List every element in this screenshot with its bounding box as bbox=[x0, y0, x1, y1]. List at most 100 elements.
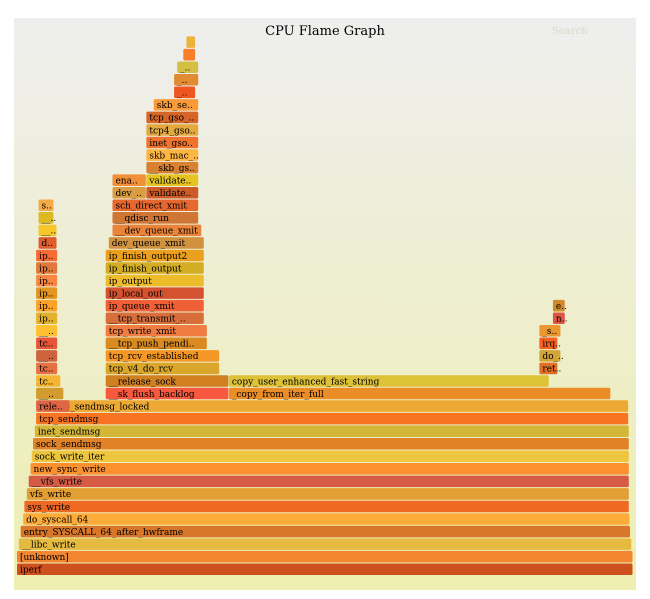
flame-frame[interactable]: ip_finish_output bbox=[105, 262, 204, 274]
flame-frame-bar[interactable] bbox=[36, 249, 58, 262]
flame-frame[interactable]: _s.. bbox=[539, 325, 561, 337]
flame-frame[interactable]: tc.. bbox=[36, 362, 58, 375]
flame-frame-bar[interactable] bbox=[539, 325, 561, 337]
flame-frame[interactable]: tc.. bbox=[36, 375, 61, 387]
flame-frame-bar[interactable] bbox=[146, 186, 199, 199]
flame-frame-bar[interactable] bbox=[174, 86, 196, 99]
flame-frame[interactable]: [unknown] bbox=[17, 550, 633, 563]
flame-frame-bar[interactable] bbox=[36, 312, 58, 324]
flame-frame[interactable]: inet_sendmsg bbox=[34, 425, 629, 437]
flame-frame-bar[interactable] bbox=[539, 350, 561, 362]
flame-frame[interactable]: do_.. bbox=[539, 350, 564, 362]
flame-frame-bar[interactable] bbox=[23, 513, 630, 525]
flame-frame-bar[interactable] bbox=[112, 224, 202, 237]
flame-frame[interactable]: sys_write bbox=[24, 500, 629, 513]
flame-frame[interactable]: e.. bbox=[552, 299, 567, 312]
flame-frame[interactable]: rele.. bbox=[36, 400, 70, 412]
flame-frame-bar[interactable] bbox=[105, 249, 204, 262]
flame-frame[interactable]: __release_sock bbox=[105, 375, 229, 387]
flame-frame-bar[interactable] bbox=[228, 375, 549, 387]
flame-frame[interactable]: new_sync_write bbox=[30, 463, 629, 475]
flame-frame-bar[interactable] bbox=[146, 149, 199, 161]
flame-frame[interactable]: __.. bbox=[36, 325, 58, 337]
flame-frame[interactable]: __.. bbox=[38, 224, 57, 237]
flame-frame[interactable]: ip.. bbox=[36, 262, 58, 274]
flame-frame[interactable]: ip.. bbox=[36, 299, 58, 312]
flame-frame[interactable]: ip.. bbox=[36, 312, 58, 325]
flame-frame-bar[interactable] bbox=[105, 375, 229, 387]
flame-frame-bar[interactable] bbox=[28, 475, 629, 488]
flame-frame[interactable]: __tcp_push_pendi.. bbox=[105, 337, 207, 350]
flame-frame[interactable]: _.. bbox=[177, 61, 199, 74]
flame-frame-bar[interactable] bbox=[146, 174, 199, 186]
flame-frame-bar[interactable] bbox=[146, 124, 199, 136]
flame-frame-bar[interactable] bbox=[539, 337, 558, 350]
flame-frame[interactable]: tcp_rcv_established bbox=[105, 350, 220, 362]
flame-frame-bar[interactable] bbox=[146, 136, 199, 149]
flame-frame[interactable]: _.. bbox=[174, 86, 196, 99]
flame-frame-bar[interactable] bbox=[34, 425, 629, 437]
flame-frame[interactable]: validate.. bbox=[146, 174, 199, 186]
flame-frame[interactable]: tcp_v4_do_rcv bbox=[105, 362, 220, 375]
flame-frame-bar[interactable] bbox=[24, 500, 629, 513]
flame-frame-bar[interactable] bbox=[36, 400, 70, 412]
flame-frame[interactable] bbox=[186, 36, 196, 48]
flame-frame-bar[interactable] bbox=[174, 74, 199, 86]
flame-frame-bar[interactable] bbox=[105, 387, 229, 400]
flame-frame[interactable]: ip.. bbox=[36, 287, 58, 299]
flame-frame-bar[interactable] bbox=[112, 199, 199, 212]
flame-frame-bar[interactable] bbox=[38, 199, 54, 212]
flame-frame-bar[interactable] bbox=[186, 36, 196, 48]
flame-frame-bar[interactable] bbox=[177, 61, 199, 73]
flame-frame-bar[interactable] bbox=[38, 237, 57, 249]
flame-frame-bar[interactable] bbox=[112, 212, 199, 224]
flame-frame[interactable]: irq.. bbox=[539, 337, 561, 350]
flame-frame[interactable]: __.. bbox=[36, 350, 58, 362]
flame-frame[interactable]: copy_user_enhanced_fast_string bbox=[228, 375, 549, 387]
flame-frame[interactable]: ip_queue_xmit bbox=[105, 299, 204, 312]
flame-frame[interactable]: __skb_gs.. bbox=[146, 161, 199, 174]
flame-frame-bar[interactable] bbox=[18, 538, 632, 550]
flame-frame[interactable]: validate.. bbox=[146, 186, 199, 199]
flame-frame[interactable]: dev_.. bbox=[112, 186, 146, 199]
flame-frame-bar[interactable] bbox=[36, 262, 58, 274]
flame-frame-bar[interactable] bbox=[31, 450, 629, 463]
flame-frame-bar[interactable] bbox=[36, 325, 58, 337]
flame-frame-bar[interactable] bbox=[105, 287, 204, 299]
flame-frame[interactable]: ret.. bbox=[539, 362, 561, 375]
flame-frame-bar[interactable] bbox=[36, 350, 58, 362]
flame-frame[interactable]: __.. bbox=[38, 212, 57, 224]
flame-frame-bar[interactable] bbox=[105, 299, 204, 312]
flame-frame-bar[interactable] bbox=[105, 362, 220, 375]
flame-frame-bar[interactable] bbox=[183, 48, 196, 61]
flame-frame-bar[interactable] bbox=[153, 99, 199, 111]
flame-frame[interactable]: vfs_write bbox=[26, 488, 629, 500]
flame-frame[interactable]: __qdisc_run bbox=[112, 212, 199, 224]
flame-frame[interactable]: n.. bbox=[552, 312, 568, 325]
flame-frame[interactable]: sock_sendmsg bbox=[33, 437, 629, 450]
flame-frame-bar[interactable] bbox=[146, 111, 199, 124]
flame-frame[interactable]: do_syscall_64 bbox=[23, 513, 630, 525]
flame-frame[interactable]: iperf bbox=[17, 563, 633, 576]
flame-frame[interactable]: d.. bbox=[38, 237, 57, 249]
flame-frame-bar[interactable] bbox=[36, 299, 58, 312]
flame-frame-bar[interactable] bbox=[38, 224, 57, 237]
search-button[interactable]: Search bbox=[552, 26, 588, 37]
flame-frame[interactable]: ip_finish_output2 bbox=[105, 249, 204, 262]
flame-frame-bar[interactable] bbox=[105, 337, 207, 350]
flame-frame-bar[interactable] bbox=[105, 262, 204, 274]
flame-frame-bar[interactable] bbox=[30, 463, 629, 475]
flame-frame[interactable]: dev_queue_xmit bbox=[108, 237, 204, 249]
flame-frame[interactable]: __libc_write bbox=[18, 538, 632, 550]
flame-frame[interactable]: ena.. bbox=[112, 174, 146, 186]
flame-frame-bar[interactable] bbox=[20, 525, 631, 538]
flame-frame[interactable]: ip.. bbox=[36, 249, 58, 262]
flame-frame-bar[interactable] bbox=[36, 362, 58, 375]
flame-frame[interactable]: tcp_sendmsg_locked bbox=[52, 400, 629, 412]
flame-frame-bar[interactable] bbox=[146, 161, 199, 174]
flame-frame[interactable]: __vfs_write bbox=[28, 475, 629, 488]
flame-frame[interactable]: __.. bbox=[36, 387, 64, 400]
flame-frame[interactable]: tcp_write_xmit bbox=[105, 325, 207, 337]
flame-frame[interactable]: tcp_gso_.. bbox=[146, 111, 199, 124]
flame-frame[interactable]: skb_se.. bbox=[153, 99, 199, 111]
